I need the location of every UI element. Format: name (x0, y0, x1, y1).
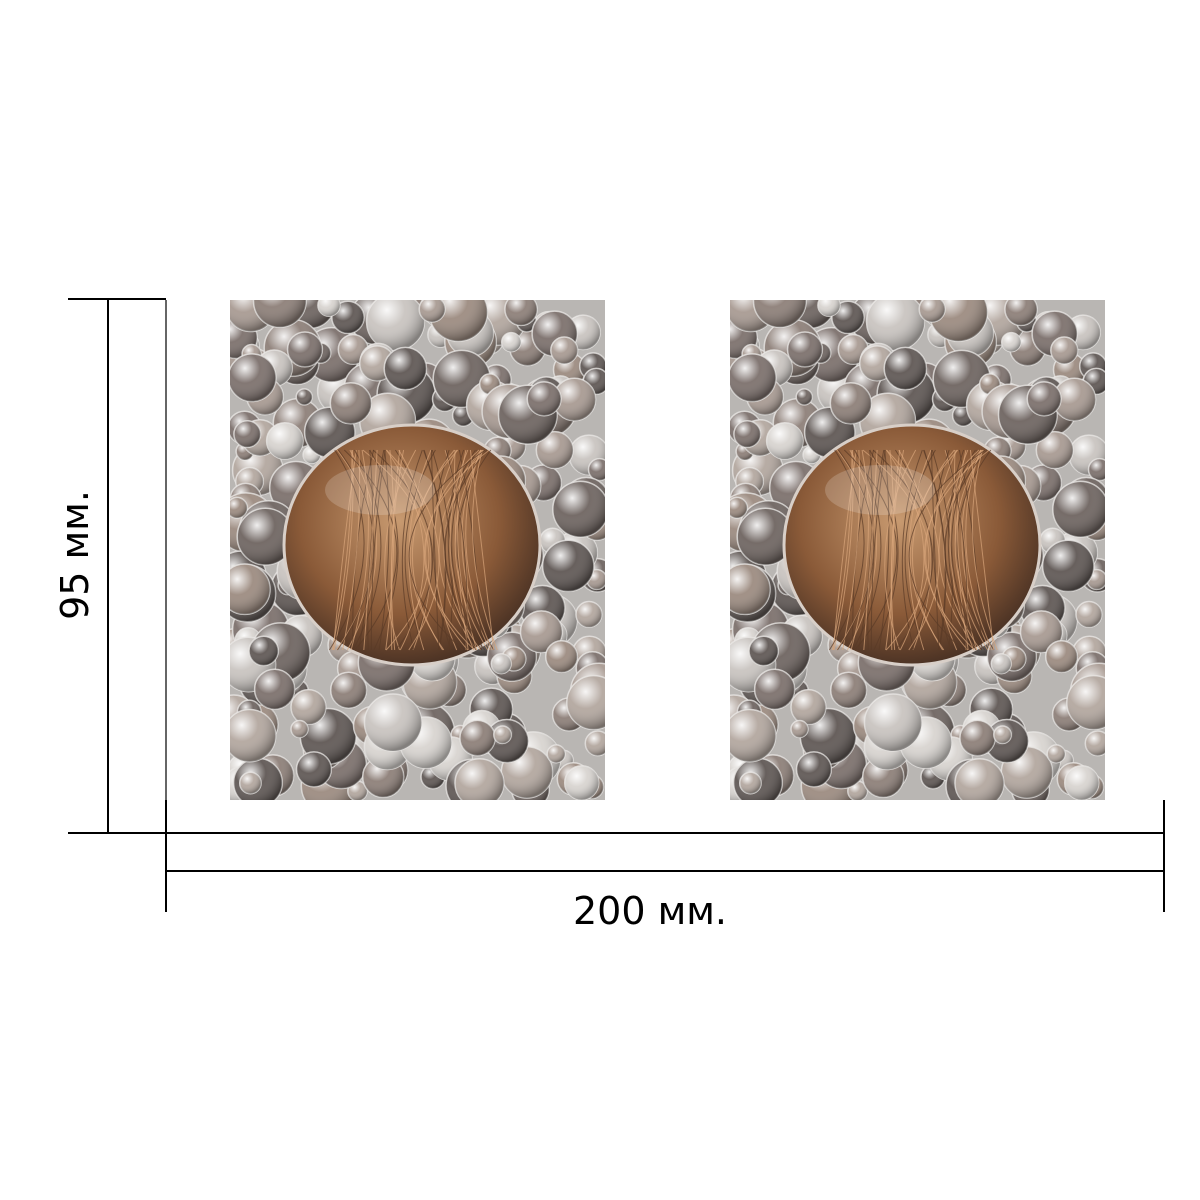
height-dimension-extension (165, 300, 167, 834)
product-image-right (730, 300, 1105, 800)
width-dimension-line (165, 870, 1165, 872)
width-dimension-right-tick (1163, 800, 1165, 912)
height-dimension-top-tick (68, 298, 166, 300)
bubbles-image (730, 300, 1105, 800)
height-dimension-bottom-tick (68, 832, 166, 834)
height-dimension-line (107, 298, 109, 834)
bubbles-image (230, 300, 605, 800)
width-dimension-left-tick (165, 800, 167, 912)
width-dimension-label: 200 мм. (572, 889, 728, 933)
height-dimension-label: 95 мм. (53, 490, 97, 620)
product-image-left (230, 300, 605, 800)
width-dimension-extension (165, 832, 1165, 834)
